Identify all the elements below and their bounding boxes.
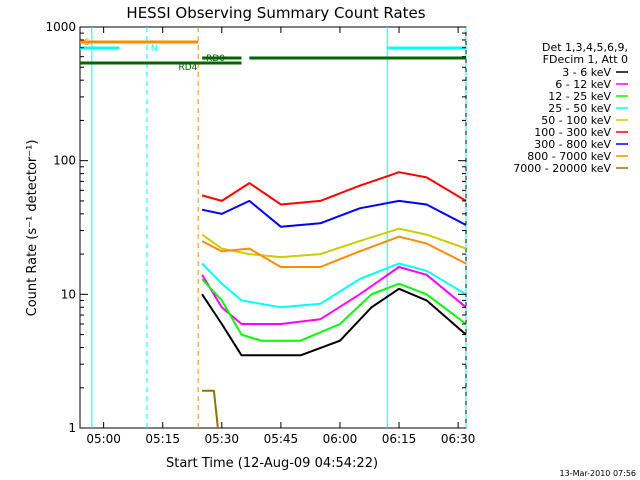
y-tick-label-2: 10 <box>61 287 76 301</box>
axes: 05:00 05:15 05:30 05:45 06:00 06:15 06:30 1 10 10… <box>45 20 475 446</box>
y-tick-label-4: 1000 <box>45 20 76 34</box>
x-tick-label-6: 06:15 <box>382 432 417 446</box>
legend-label-9: 7000 - 20000 keV <box>513 162 611 175</box>
legend-header-1: Det 1,3,4,5,6,9, <box>542 41 628 54</box>
vertical-markers <box>91 27 467 428</box>
legend-label-4: 25 - 50 keV <box>548 102 611 115</box>
series-lines <box>201 171 467 429</box>
y-axis-label: Count Rate (s⁻¹ detector⁻¹) <box>25 140 40 317</box>
flag-label-2: N <box>151 44 158 54</box>
flag-label-3: RD0 <box>206 54 225 64</box>
legend: Det 1,3,4,5,6,9,FDecim 1, Att 03 - 6 keV… <box>513 41 628 175</box>
y-tick-label-3: 100 <box>53 154 76 168</box>
legend-label-3: 12 - 25 keV <box>548 90 611 103</box>
series-line-9 <box>202 389 219 429</box>
series-line-1 <box>201 287 467 357</box>
x-axis-label: Start Time (12-Aug-09 04:54:22) <box>166 456 378 471</box>
y-tick-label-1: 1 <box>68 421 76 435</box>
x-tick-label-4: 05:45 <box>264 432 299 446</box>
legend-label-2: 6 - 12 keV <box>555 78 611 91</box>
chart-title: HESSI Observing Summary Count Rates <box>126 4 425 22</box>
legend-label-5: 50 - 100 keV <box>541 114 611 127</box>
legend-label-8: 800 - 7000 keV <box>527 150 611 163</box>
plot-area <box>79 26 467 429</box>
x-tick-label-2: 05:15 <box>145 432 180 446</box>
series-line-7 <box>201 199 467 228</box>
flag-label-1: S <box>84 38 90 48</box>
legend-label-1: 3 - 6 keV <box>562 66 611 79</box>
x-tick-label-3: 05:30 <box>204 432 239 446</box>
flag-bars: S N RD0 RD4 <box>80 38 466 73</box>
x-tick-label-1: 05:00 <box>86 432 121 446</box>
series-line-8 <box>201 235 467 268</box>
legend-label-6: 100 - 300 keV <box>534 126 611 139</box>
x-tick-label-7: 06:30 <box>441 432 476 446</box>
series-line-4 <box>201 262 467 309</box>
legend-header-2: FDecim 1, Att 0 <box>543 53 628 66</box>
series-line-3 <box>201 278 467 342</box>
flag-label-4: RD4 <box>178 63 197 73</box>
series-line-6 <box>201 171 467 206</box>
timestamp: 13-Mar-2010 07:56 <box>560 469 637 478</box>
plot-frame <box>79 26 467 429</box>
x-tick-label-5: 06:00 <box>323 432 358 446</box>
legend-label-7: 300 - 800 keV <box>534 138 611 151</box>
